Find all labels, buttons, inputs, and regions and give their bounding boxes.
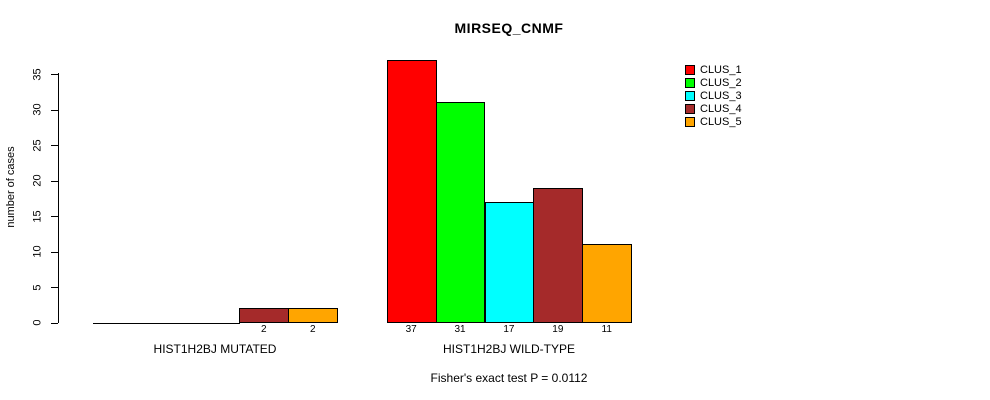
legend-swatch-clus_4 [685, 104, 695, 114]
y-tick [51, 145, 58, 146]
legend-swatch-clus_3 [685, 91, 695, 101]
legend-label: CLUS_3 [700, 90, 742, 102]
bar-value-label: 2 [309, 324, 316, 335]
group-label-mutated: HIST1H2BJ MUTATED [153, 342, 277, 356]
bar-value-label: 37 [405, 324, 417, 335]
bar-value-label: 2 [261, 324, 267, 335]
y-tick [51, 216, 58, 217]
bar-clus_4 [239, 308, 290, 324]
y-axis-line [58, 73, 59, 323]
bar-clus_1 [386, 59, 437, 324]
y-tick-label: 25 [31, 138, 44, 152]
bar-clus_2 [435, 102, 486, 324]
bar-clus_4 [533, 187, 584, 324]
legend-swatch-clus_2 [685, 78, 695, 88]
legend-label: CLUS_2 [700, 77, 742, 89]
group-label-wild-type: HIST1H2BJ WILD-TYPE [442, 342, 576, 356]
chart-title: MIRSEQ_CNMF [454, 20, 564, 36]
legend-swatch-clus_5 [685, 117, 695, 127]
legend-label: CLUS_5 [700, 116, 742, 128]
fisher-test-annotation: Fisher's exact test P = 0.0112 [430, 371, 588, 385]
y-tick-label: 5 [31, 283, 44, 291]
legend-swatch-clus_1 [685, 65, 695, 75]
bar-value-label: 11 [601, 324, 612, 335]
y-tick-label: 35 [31, 67, 44, 81]
y-tick [51, 322, 58, 324]
bar-value-label: 17 [503, 324, 515, 335]
y-axis-label: number of cases [5, 146, 17, 228]
y-tick-label: 15 [31, 209, 44, 223]
y-tick-label: 30 [31, 103, 44, 116]
y-tick [51, 251, 58, 253]
bar-clus_5 [288, 308, 339, 324]
bar-value-label: 19 [552, 324, 564, 335]
zero-bar-clus_2 [141, 322, 192, 324]
legend-label: CLUS_4 [700, 103, 742, 115]
bar-clus_3 [484, 201, 535, 324]
legend-label: CLUS_1 [700, 64, 742, 76]
y-tick [51, 74, 58, 75]
zero-bar-clus_1 [92, 322, 143, 324]
bar-value-label: 31 [454, 324, 466, 335]
zero-bar-clus_3 [190, 322, 241, 324]
bar-clus_5 [582, 244, 633, 324]
y-tick-label: 0 [31, 319, 44, 326]
y-tick [51, 109, 58, 111]
y-tick [51, 180, 58, 182]
y-tick [51, 287, 58, 288]
y-tick-label: 10 [31, 245, 44, 258]
y-tick-label: 20 [31, 174, 44, 187]
